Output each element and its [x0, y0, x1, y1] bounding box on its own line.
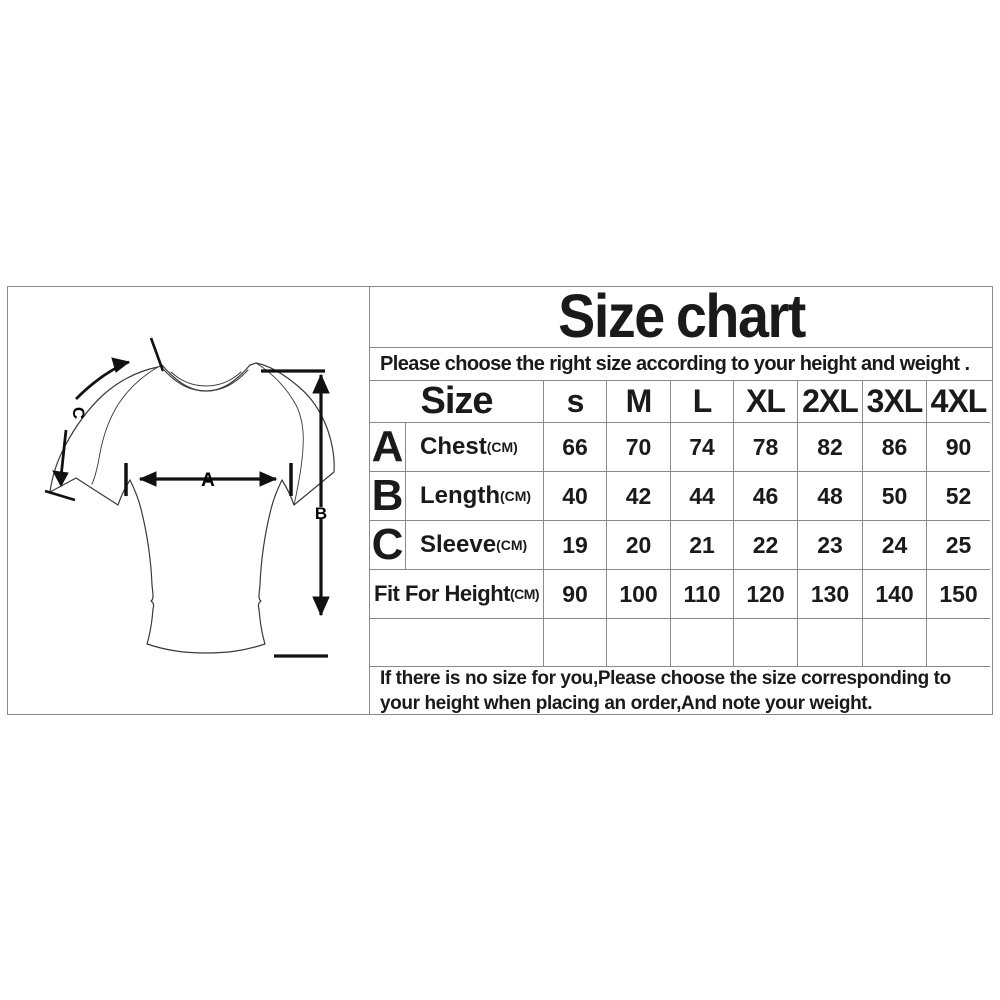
svg-text:B: B — [315, 504, 327, 523]
svg-text:C: C — [69, 407, 88, 419]
svg-text:A: A — [201, 470, 215, 491]
